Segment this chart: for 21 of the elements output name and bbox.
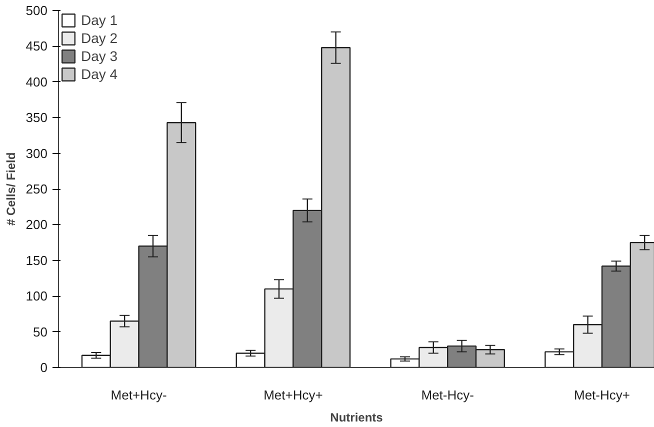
y-tick-label: 250 (26, 182, 48, 196)
legend-label: Day 1 (81, 12, 118, 28)
y-tick-label: 100 (26, 288, 48, 304)
y-tick-label: 500 (26, 3, 48, 18)
y-tick-label: 350 (26, 110, 48, 126)
legend-label: Day 2 (81, 30, 118, 46)
legend-label: Day 3 (81, 48, 118, 64)
x-tick-label: Met-Hcy- (421, 388, 474, 402)
x-axis-title: Nutrients (330, 410, 384, 424)
y-tick-label: 450 (26, 38, 48, 54)
legend-label: Day 4 (81, 66, 118, 82)
y-axis-title: # Cells/ Field (4, 152, 18, 226)
y-tick-label: 200 (26, 217, 48, 232)
x-tick-label: Met+Hcy- (110, 388, 167, 402)
x-tick-label: Met+Hcy+ (264, 388, 323, 402)
y-tick-label: 300 (26, 146, 48, 161)
y-tick-label: 50 (33, 324, 48, 340)
y-tick-label: 0 (40, 360, 48, 375)
y-tick-label: 400 (26, 74, 48, 90)
x-tick-label: Met-Hcy+ (574, 388, 630, 402)
y-tick-label: 150 (26, 252, 48, 268)
